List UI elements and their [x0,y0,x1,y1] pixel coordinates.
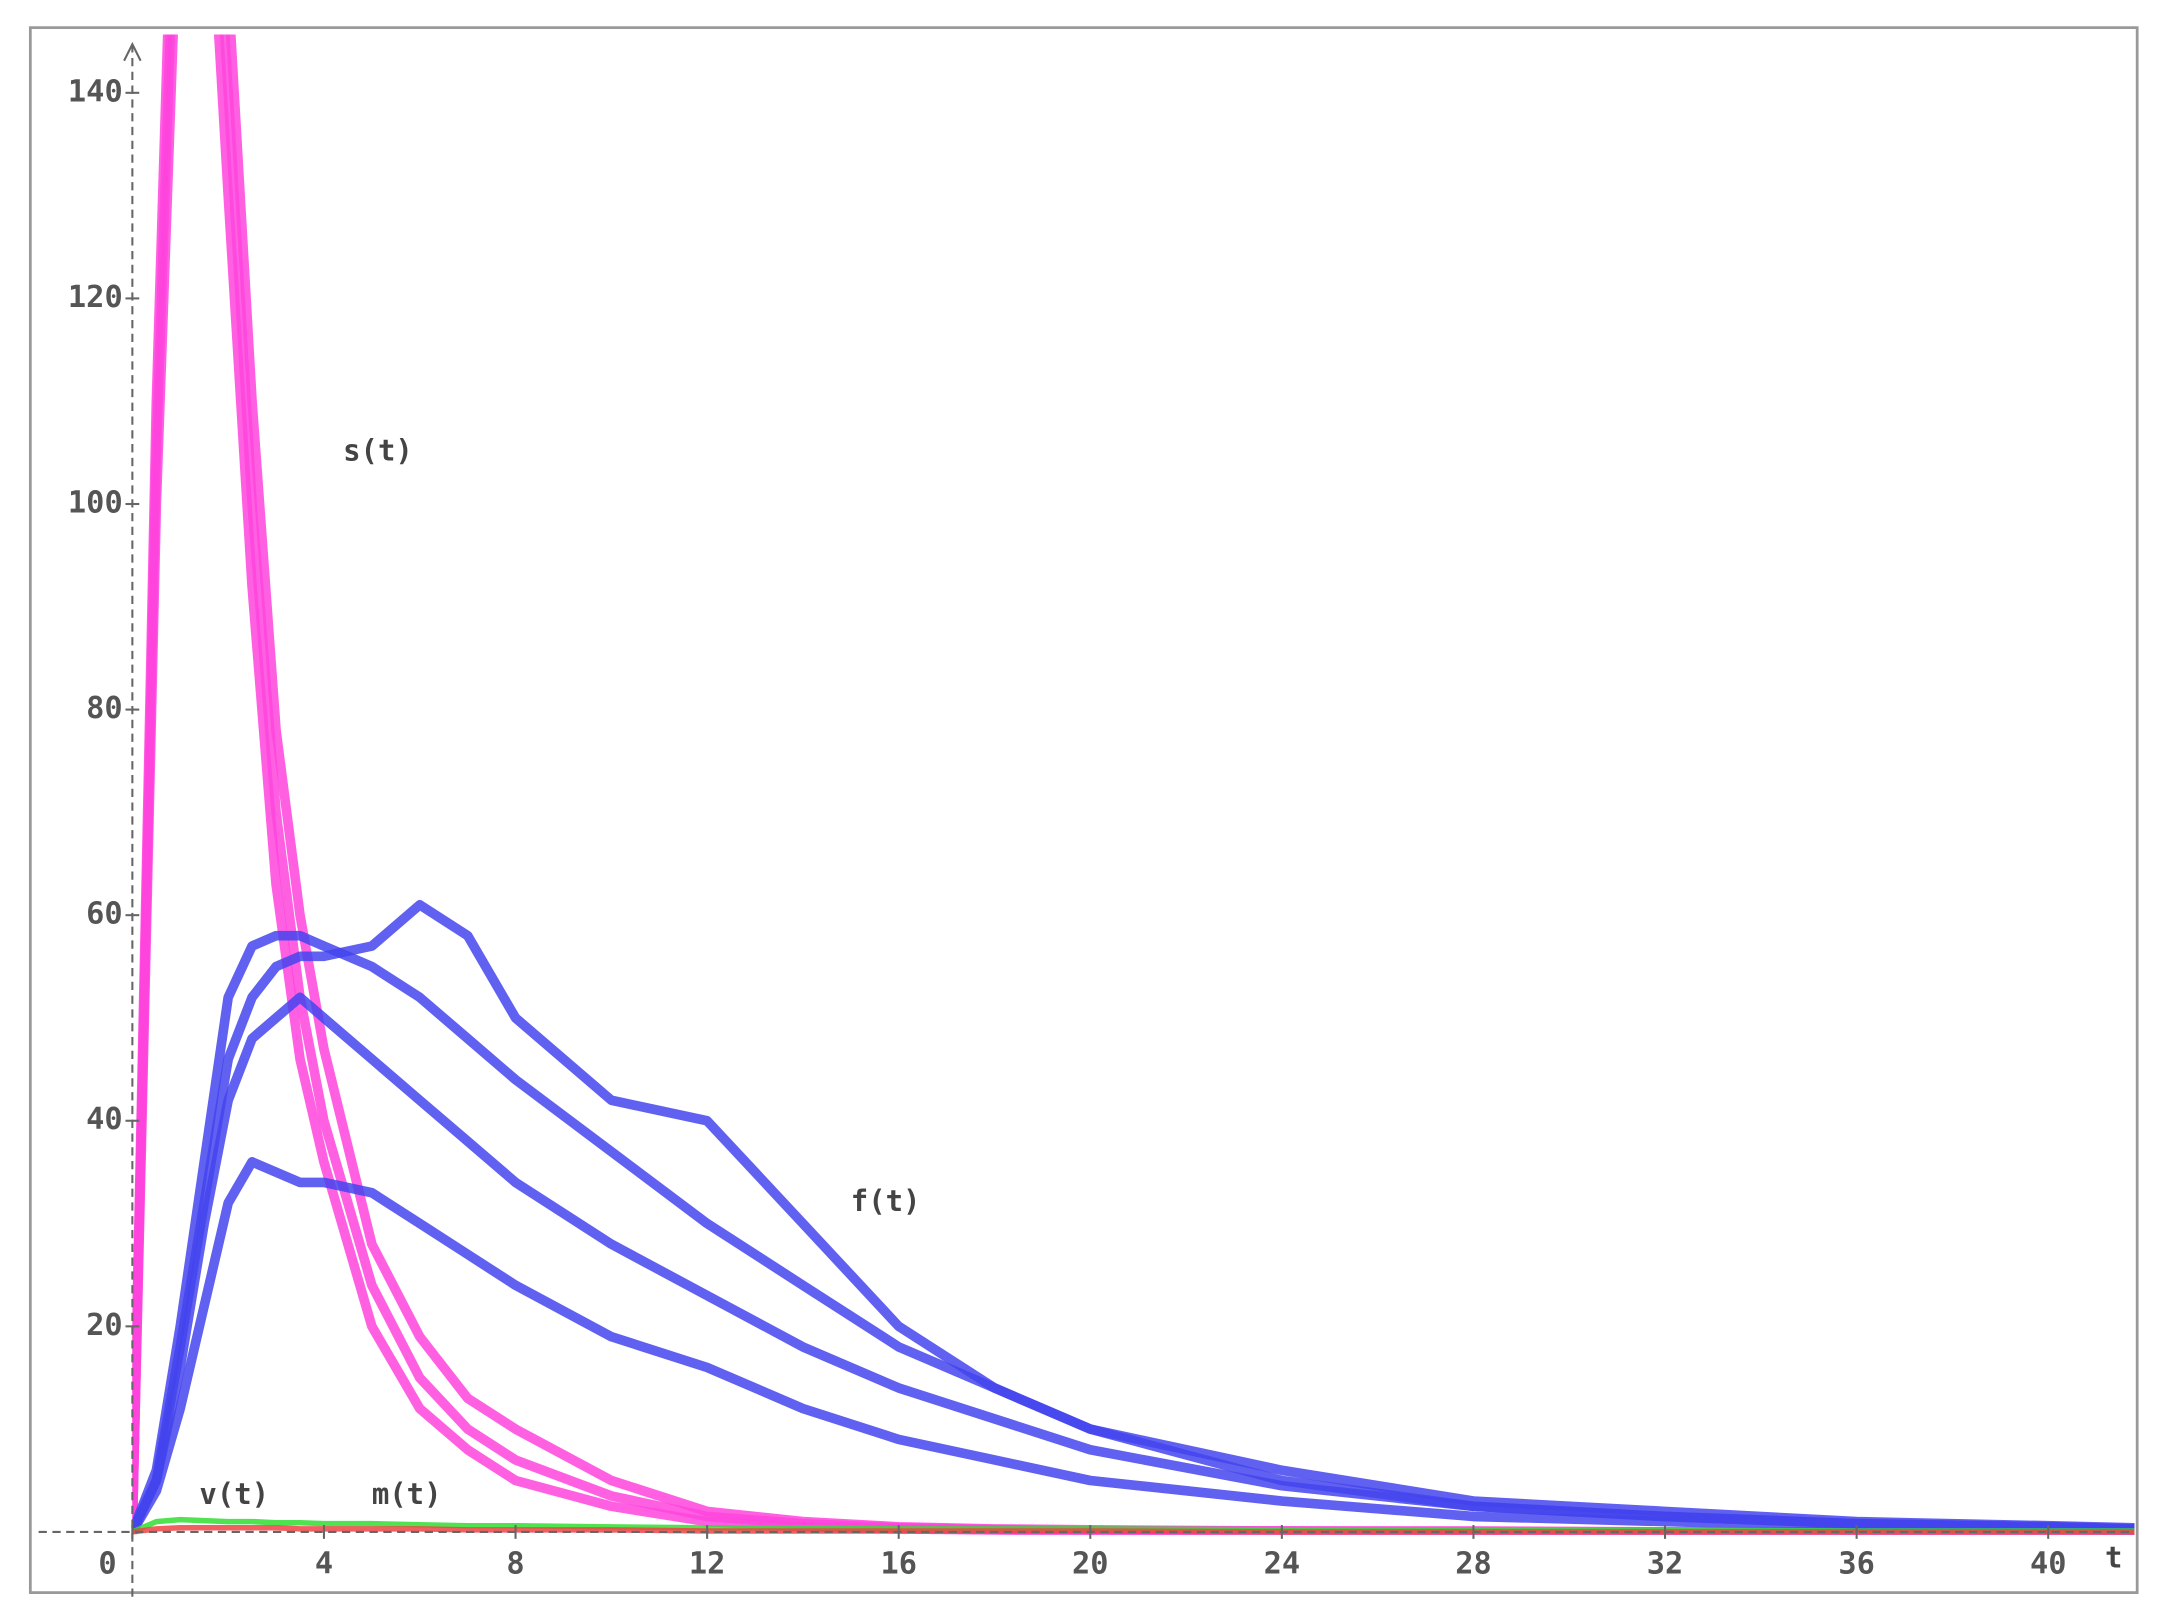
trajectory [132,930,2135,1534]
series-label: f(t) [851,1184,921,1218]
y-axis-arrow [123,41,142,62]
y-tick-label: 40 [86,1102,123,1137]
y-tick-label: 120 [68,280,123,315]
trajectory [132,1157,2135,1535]
y-tick-label: 100 [68,485,123,520]
y-tick-label: 80 [86,691,123,726]
x-tick-label: 40 [2030,1547,2067,1582]
x-tick-label: 28 [1455,1547,1492,1582]
series-label: v(t) [199,1477,269,1511]
x-tick-label: 8 [506,1547,524,1582]
frame [28,26,2139,1594]
x-tick-label: 24 [1264,1547,1301,1582]
x-tick-label: 4 [315,1547,333,1582]
x-tick-label: 0 [98,1547,116,1582]
x-axis-label: t [2105,1541,2122,1575]
x-tick-label: 20 [1072,1547,1109,1582]
trajectory [132,900,2135,1534]
series-label: m(t) [372,1477,442,1511]
x-tick-label: 32 [1647,1547,1684,1582]
x-tick-label: 12 [689,1547,726,1582]
y-tick-label: 60 [86,897,123,932]
x-tick-label: 16 [880,1547,917,1582]
y-tick-label: 140 [68,74,123,109]
x-tick-label: 36 [1838,1547,1875,1582]
series-label: s(t) [343,434,413,468]
y-tick-label: 20 [86,1308,123,1343]
